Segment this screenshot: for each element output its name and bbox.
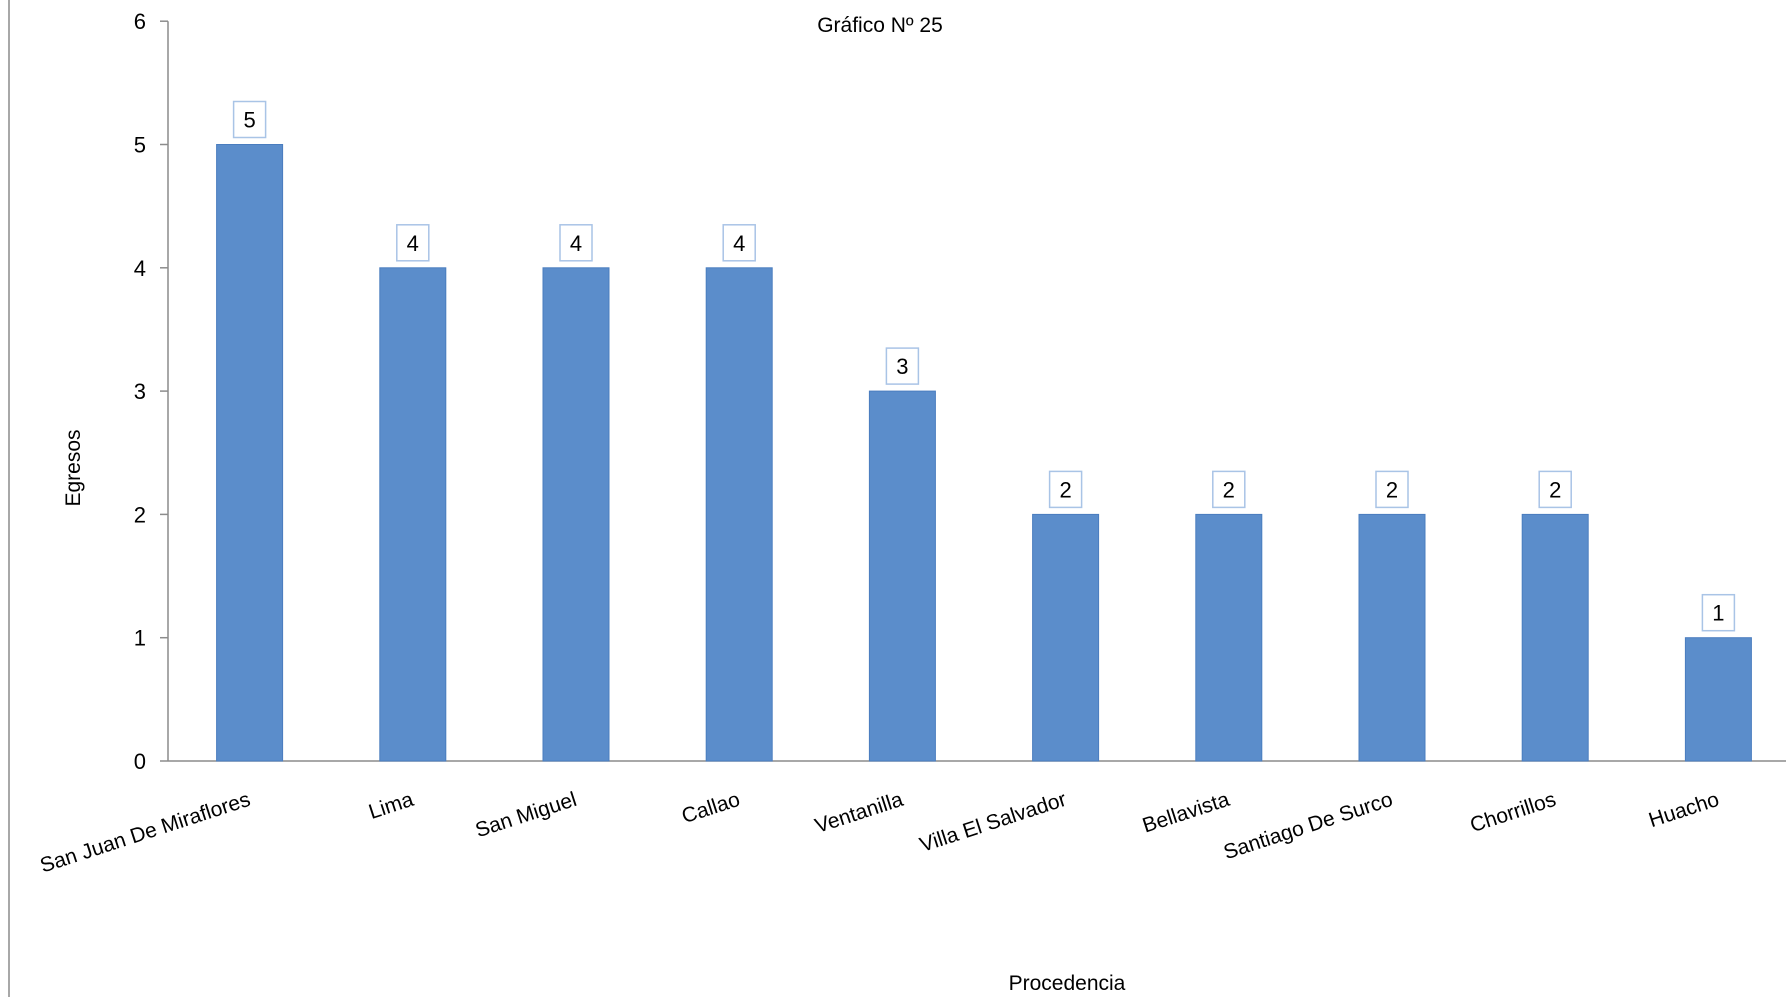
data-label-box <box>722 224 756 262</box>
bar <box>1358 513 1426 762</box>
category-label: Bellavista <box>1140 788 1233 838</box>
category-label: San Juan De Miraflores <box>37 788 253 878</box>
data-label-box <box>1048 470 1083 509</box>
data-label: 2 <box>1386 477 1398 502</box>
x-axis-title: Procedencia <box>1009 972 1126 995</box>
bar <box>868 390 936 762</box>
bar <box>542 267 610 762</box>
y-axis-title: Egresos <box>62 429 85 506</box>
data-label-box <box>1375 470 1409 509</box>
y-tick-label: 4 <box>134 256 146 281</box>
category-label: Santiago De Surco <box>1221 788 1396 864</box>
data-label: 4 <box>570 231 582 256</box>
category-label: Huacho <box>1646 788 1722 832</box>
data-label: 4 <box>407 231 419 256</box>
data-label-box <box>885 347 920 385</box>
data-label: 1 <box>1712 601 1724 626</box>
category-label: Ventanilla <box>812 788 906 838</box>
data-label-box <box>232 100 267 139</box>
y-tick-label: 2 <box>134 502 146 527</box>
y-tick-label: 5 <box>134 133 146 158</box>
data-label: 4 <box>733 231 745 256</box>
category-label: Chorrillos <box>1467 788 1558 837</box>
data-label-box <box>1701 593 1736 632</box>
bar <box>1684 637 1752 762</box>
data-label: 2 <box>1223 477 1235 502</box>
bar <box>1032 513 1100 762</box>
bar <box>216 144 284 762</box>
y-tick-label: 3 <box>134 379 146 404</box>
y-tick-label: 6 <box>134 9 146 34</box>
y-tick-label: 0 <box>134 749 146 774</box>
bar <box>1195 513 1263 762</box>
data-label-box <box>1212 470 1246 509</box>
bar <box>379 267 447 762</box>
data-label-box <box>396 224 430 262</box>
bar <box>1521 513 1589 762</box>
category-label: Callao <box>679 788 743 828</box>
data-label-box <box>1538 470 1572 509</box>
bar <box>705 267 773 762</box>
category-label: Villa El Salvador <box>917 788 1069 857</box>
plot-area: 0 1 2 3 4 5 6 5 San Juan De Miraflores 4 Lima 4 San … <box>37 9 1786 878</box>
chart-title: Gráfico Nº 25 <box>817 14 943 37</box>
data-label: 3 <box>896 354 908 379</box>
data-label: 2 <box>1549 477 1561 502</box>
y-tick-label: 1 <box>134 626 146 651</box>
data-label: 5 <box>243 108 255 133</box>
category-label: San Miguel <box>473 788 580 842</box>
category-label: Lima <box>366 788 417 824</box>
data-label: 2 <box>1059 477 1071 502</box>
data-label-box <box>559 224 593 262</box>
